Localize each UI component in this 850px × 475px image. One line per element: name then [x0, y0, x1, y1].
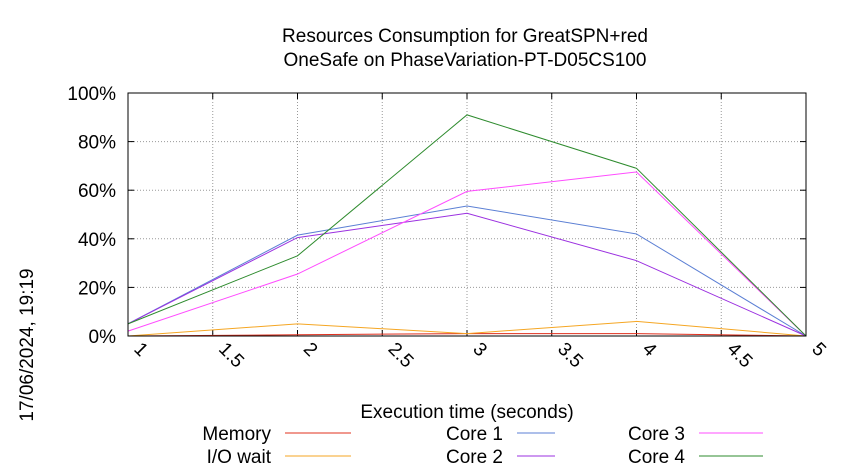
series-lines: [127, 114, 807, 337]
x-axis: 1 1.5 2 2.5 3 3.5 4 4.5 5: [127, 93, 830, 373]
y-tick-label: 60%: [78, 181, 116, 202]
legend-label: Core 1: [446, 424, 503, 445]
series-line: [127, 205, 807, 337]
y-tick-label: 100%: [67, 84, 116, 105]
legend-label: Core 2: [446, 447, 503, 468]
legend-label: Core 3: [628, 424, 685, 445]
legend-label: I/O wait: [207, 447, 272, 468]
grid: [128, 93, 806, 336]
y-tick-label: 80%: [78, 133, 116, 154]
chart-subtitle: OneSafe on PhaseVariation-PT-D05CS100: [284, 50, 647, 71]
x-tick-label: 2: [299, 339, 321, 361]
series-line: [127, 212, 807, 337]
chart-title: Resources Consumption for GreatSPN+red: [282, 26, 648, 47]
x-tick-label: 2.5: [384, 339, 418, 373]
plot-border: [127, 92, 807, 337]
y-tick-label: 20%: [78, 278, 116, 299]
x-tick-label: 3.5: [553, 339, 587, 373]
x-axis-label: Execution time (seconds): [360, 402, 573, 423]
y-tick-label: 0%: [89, 327, 117, 348]
timestamp-label: 17/06/2024, 19:19: [17, 268, 38, 421]
y-tick-label: 40%: [78, 230, 116, 251]
x-tick-label: 1: [129, 339, 151, 361]
x-tick-label: 5: [807, 339, 829, 361]
series-line: [127, 171, 807, 337]
legend-label: Core 4: [628, 447, 685, 468]
x-tick-label: 4: [638, 339, 661, 362]
x-tick-label: 4.5: [723, 339, 757, 373]
series-line: [127, 320, 807, 337]
x-tick-label: 1.5: [214, 339, 248, 373]
x-tick-label: 3: [468, 339, 490, 361]
y-axis: 0% 20% 40% 60% 80% 100%: [67, 84, 806, 348]
series-line: [127, 114, 807, 337]
legend-label: Memory: [202, 424, 271, 445]
